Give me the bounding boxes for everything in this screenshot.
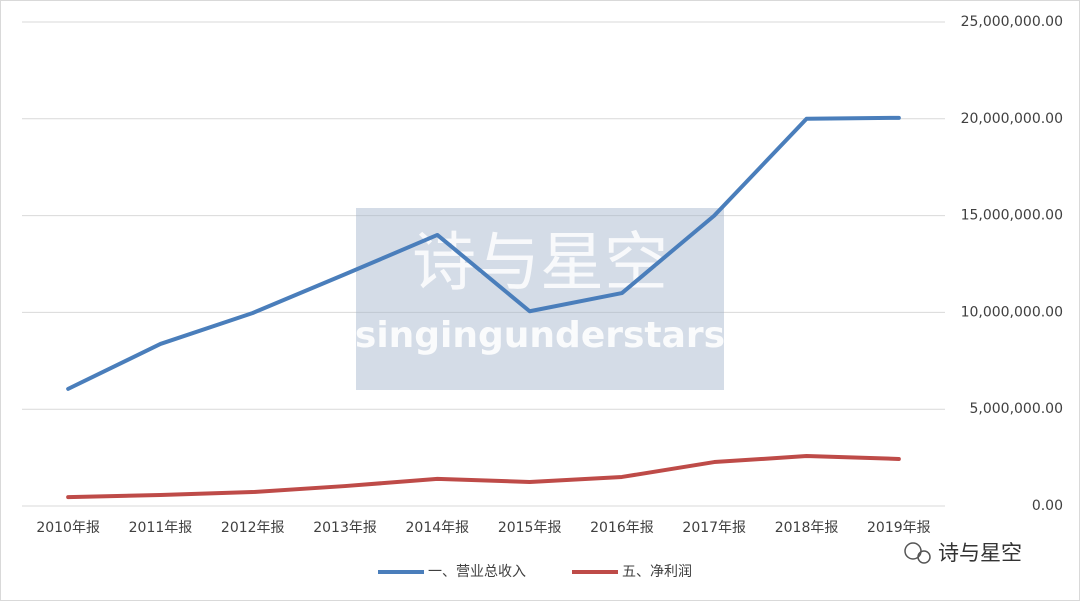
x-tick-label: 2010年报 bbox=[36, 520, 100, 536]
x-tick-label: 2014年报 bbox=[406, 520, 470, 536]
watermark-subtitle: singingunderstars bbox=[355, 315, 725, 356]
logo-icon bbox=[917, 550, 931, 564]
x-tick-label: 2015年报 bbox=[498, 520, 562, 536]
y-tick-label: 25,000,000.00 bbox=[961, 14, 1063, 30]
watermark-box bbox=[356, 208, 724, 390]
grid bbox=[22, 21, 945, 507]
y-tick-label: 15,000,000.00 bbox=[961, 208, 1063, 224]
watermark-title: 诗与星空 bbox=[412, 227, 668, 301]
y-tick-label: 10,000,000.00 bbox=[961, 304, 1063, 320]
series-line bbox=[66, 454, 901, 500]
x-tick-label: 2013年报 bbox=[313, 520, 377, 536]
y-tick-label: 20,000,000.00 bbox=[961, 111, 1063, 127]
y-tick-label: 0.00 bbox=[1032, 498, 1063, 514]
y-tick-label: 5,000,000.00 bbox=[969, 401, 1063, 417]
x-tick-label: 2011年报 bbox=[129, 520, 193, 536]
legend-label: 五、净利润 bbox=[622, 564, 692, 580]
x-tick-label: 2016年报 bbox=[590, 520, 654, 536]
x-tick-label: 2012年报 bbox=[221, 520, 285, 536]
x-tick-label: 2019年报 bbox=[867, 520, 931, 536]
legend-label: 一、营业总收入 bbox=[428, 564, 526, 580]
x-tick-label: 2018年报 bbox=[775, 520, 839, 536]
logo: 诗与星空 bbox=[904, 541, 1022, 565]
x-tick-label: 2017年报 bbox=[682, 520, 746, 536]
watermark: 诗与星空 singingunderstars bbox=[355, 208, 725, 390]
logo-text: 诗与星空 bbox=[938, 541, 1022, 565]
series-line bbox=[66, 115, 901, 391]
